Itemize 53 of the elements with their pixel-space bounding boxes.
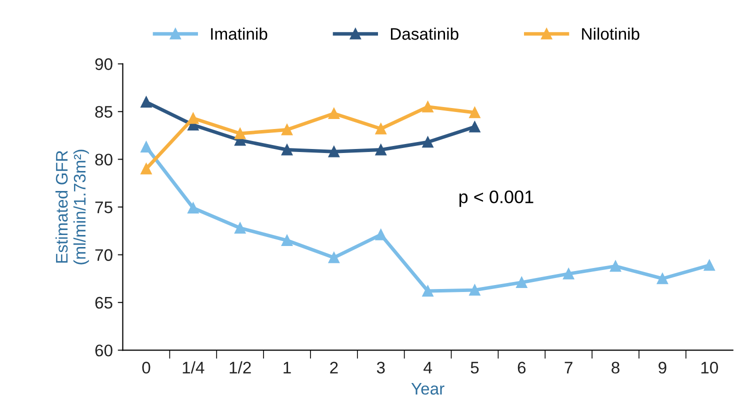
point xyxy=(281,144,293,156)
point xyxy=(234,222,246,234)
legend-label: Imatinib xyxy=(211,28,268,40)
y-tick-label: 85 xyxy=(95,106,112,118)
x-tick-label: 1/2 xyxy=(230,361,251,374)
y-tick-label: 90 xyxy=(95,58,112,70)
point xyxy=(610,260,622,272)
x-tick-label: 8 xyxy=(612,362,620,374)
y-tick-label: 65 xyxy=(95,296,112,309)
y-tick-label: 60 xyxy=(95,344,112,356)
x-axis-title: Year xyxy=(411,383,444,395)
point xyxy=(140,96,152,108)
point xyxy=(328,146,340,158)
point xyxy=(281,234,293,246)
point xyxy=(375,144,386,156)
point xyxy=(704,260,715,271)
x-tick-label: 5 xyxy=(470,362,479,374)
x-tick-label: 2 xyxy=(330,362,338,374)
x-tick-label: 1 xyxy=(284,362,291,374)
y-axis-title: Estimated GFR (ml/min/1.73m²) xyxy=(55,150,89,264)
point xyxy=(563,268,574,280)
x-tick-label: 10 xyxy=(701,362,718,374)
x-tick-label: 9 xyxy=(658,362,666,374)
point xyxy=(234,128,246,140)
point xyxy=(281,124,293,136)
legend-label: Nilotinib xyxy=(582,28,640,40)
point xyxy=(375,229,386,240)
point xyxy=(375,123,386,134)
point xyxy=(469,284,480,296)
point xyxy=(469,121,480,132)
x-tick-label: 3 xyxy=(376,362,385,374)
point xyxy=(328,108,340,120)
point xyxy=(422,136,434,148)
legend-label: Dasatinib xyxy=(390,28,458,40)
x-tick-label: 4 xyxy=(424,362,432,374)
point xyxy=(188,202,199,214)
point xyxy=(328,252,340,264)
point xyxy=(469,106,480,118)
annotation: p < 0.001 xyxy=(459,190,534,207)
y-tick-label: 80 xyxy=(95,154,112,166)
point xyxy=(140,163,152,174)
point xyxy=(516,276,528,288)
y-tick-label: 70 xyxy=(95,249,112,261)
x-tick-label: 6 xyxy=(518,362,526,374)
y-tick-label: 75 xyxy=(95,202,112,214)
point xyxy=(656,273,668,284)
point xyxy=(422,285,434,297)
point xyxy=(422,101,434,112)
x-tick-label: 1/4 xyxy=(182,361,204,374)
x-tick-label: 0 xyxy=(142,362,150,374)
point xyxy=(188,112,199,124)
x-tick-label: 7 xyxy=(564,362,572,374)
point xyxy=(140,141,152,152)
